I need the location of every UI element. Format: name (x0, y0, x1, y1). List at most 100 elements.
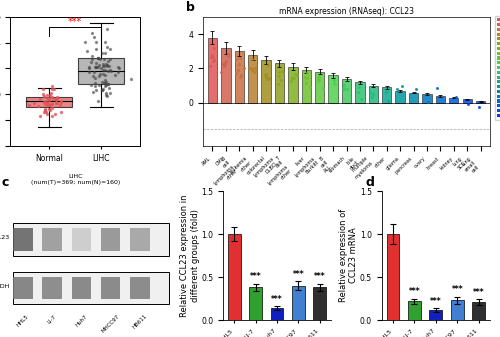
Point (277, 77, 285, 83)
Point (102, 51, 110, 56)
Text: LI-7: LI-7 (47, 314, 58, 325)
Text: ***: *** (250, 272, 262, 281)
Point (236, 75, 244, 80)
FancyBboxPatch shape (130, 277, 150, 299)
Point (40, 109, 48, 114)
Point (452, 94, 460, 99)
Point (56, 98, 64, 103)
Point (207, 54, 215, 60)
Point (368, 95, 376, 100)
Bar (228, 234, 240, 320)
Point (88, 54, 96, 59)
Point (96, 73, 104, 79)
Point (41, 108, 49, 114)
Point (46, 107, 54, 112)
Bar (449, 98, 458, 103)
Point (94, 56, 102, 61)
Text: d: d (366, 176, 374, 188)
Point (342, 86, 350, 91)
Point (248, 66, 256, 71)
Point (102, 64, 110, 69)
Point (275, 73, 283, 79)
Point (210, 57, 218, 62)
Point (288, 75, 296, 81)
Text: ***: *** (314, 272, 326, 281)
Point (234, 67, 241, 73)
FancyBboxPatch shape (101, 228, 120, 251)
Point (315, 73, 323, 79)
Point (82, 39, 90, 45)
Point (357, 96, 365, 101)
Y-axis label: Relative expression of
CCL23 mRNA: Relative expression of CCL23 mRNA (339, 209, 358, 302)
FancyBboxPatch shape (26, 97, 72, 107)
Point (92, 87, 100, 92)
Text: ***: *** (430, 297, 442, 306)
Point (102, 92, 110, 98)
Text: ***: *** (473, 288, 484, 297)
Point (128, 76, 136, 82)
Point (475, 104, 483, 110)
Point (103, 62, 111, 67)
Point (434, 86, 442, 91)
Point (46, 92, 54, 98)
Point (102, 84, 110, 89)
Bar (208, 37, 217, 103)
Point (98, 71, 106, 77)
Point (294, 72, 302, 78)
Point (100, 80, 108, 85)
Point (42, 100, 50, 106)
Point (464, 101, 472, 107)
Bar (250, 287, 262, 320)
Point (53, 94, 61, 99)
Text: b: b (186, 1, 194, 14)
Point (106, 47, 114, 52)
Point (339, 85, 347, 91)
Point (232, 70, 240, 76)
Text: ***: *** (68, 17, 82, 27)
Bar (382, 87, 392, 103)
Point (340, 87, 348, 92)
Point (94, 56, 102, 61)
Point (48, 102, 56, 107)
Text: c: c (2, 176, 10, 188)
Point (48, 87, 56, 92)
Point (84, 65, 92, 71)
Point (314, 79, 322, 84)
Point (278, 70, 286, 76)
Point (52, 97, 60, 102)
Point (43, 95, 51, 100)
Point (47, 90, 55, 95)
Point (104, 69, 112, 74)
Point (48, 102, 56, 107)
Point (52, 96, 60, 102)
Point (369, 91, 377, 96)
Point (42, 99, 50, 104)
Text: Huh7: Huh7 (74, 314, 88, 328)
Point (86, 64, 94, 69)
Point (34, 103, 42, 109)
Point (103, 44, 111, 50)
Point (92, 65, 100, 70)
Point (24, 102, 32, 108)
Point (104, 26, 112, 32)
Point (56, 102, 64, 108)
Bar (430, 310, 442, 320)
Bar (275, 63, 284, 103)
Bar (328, 75, 338, 103)
Point (398, 83, 406, 88)
Point (217, 69, 225, 75)
Text: ***: *** (272, 295, 283, 304)
Point (208, 55, 216, 60)
Point (98, 87, 106, 93)
Point (44, 103, 52, 108)
Point (50, 86, 58, 92)
Point (288, 75, 296, 80)
Point (92, 46, 100, 51)
Point (240, 66, 248, 71)
Point (208, 52, 216, 58)
Point (52, 97, 60, 102)
Point (45, 97, 53, 103)
Point (98, 79, 106, 84)
Point (114, 64, 122, 69)
Point (45, 95, 53, 101)
